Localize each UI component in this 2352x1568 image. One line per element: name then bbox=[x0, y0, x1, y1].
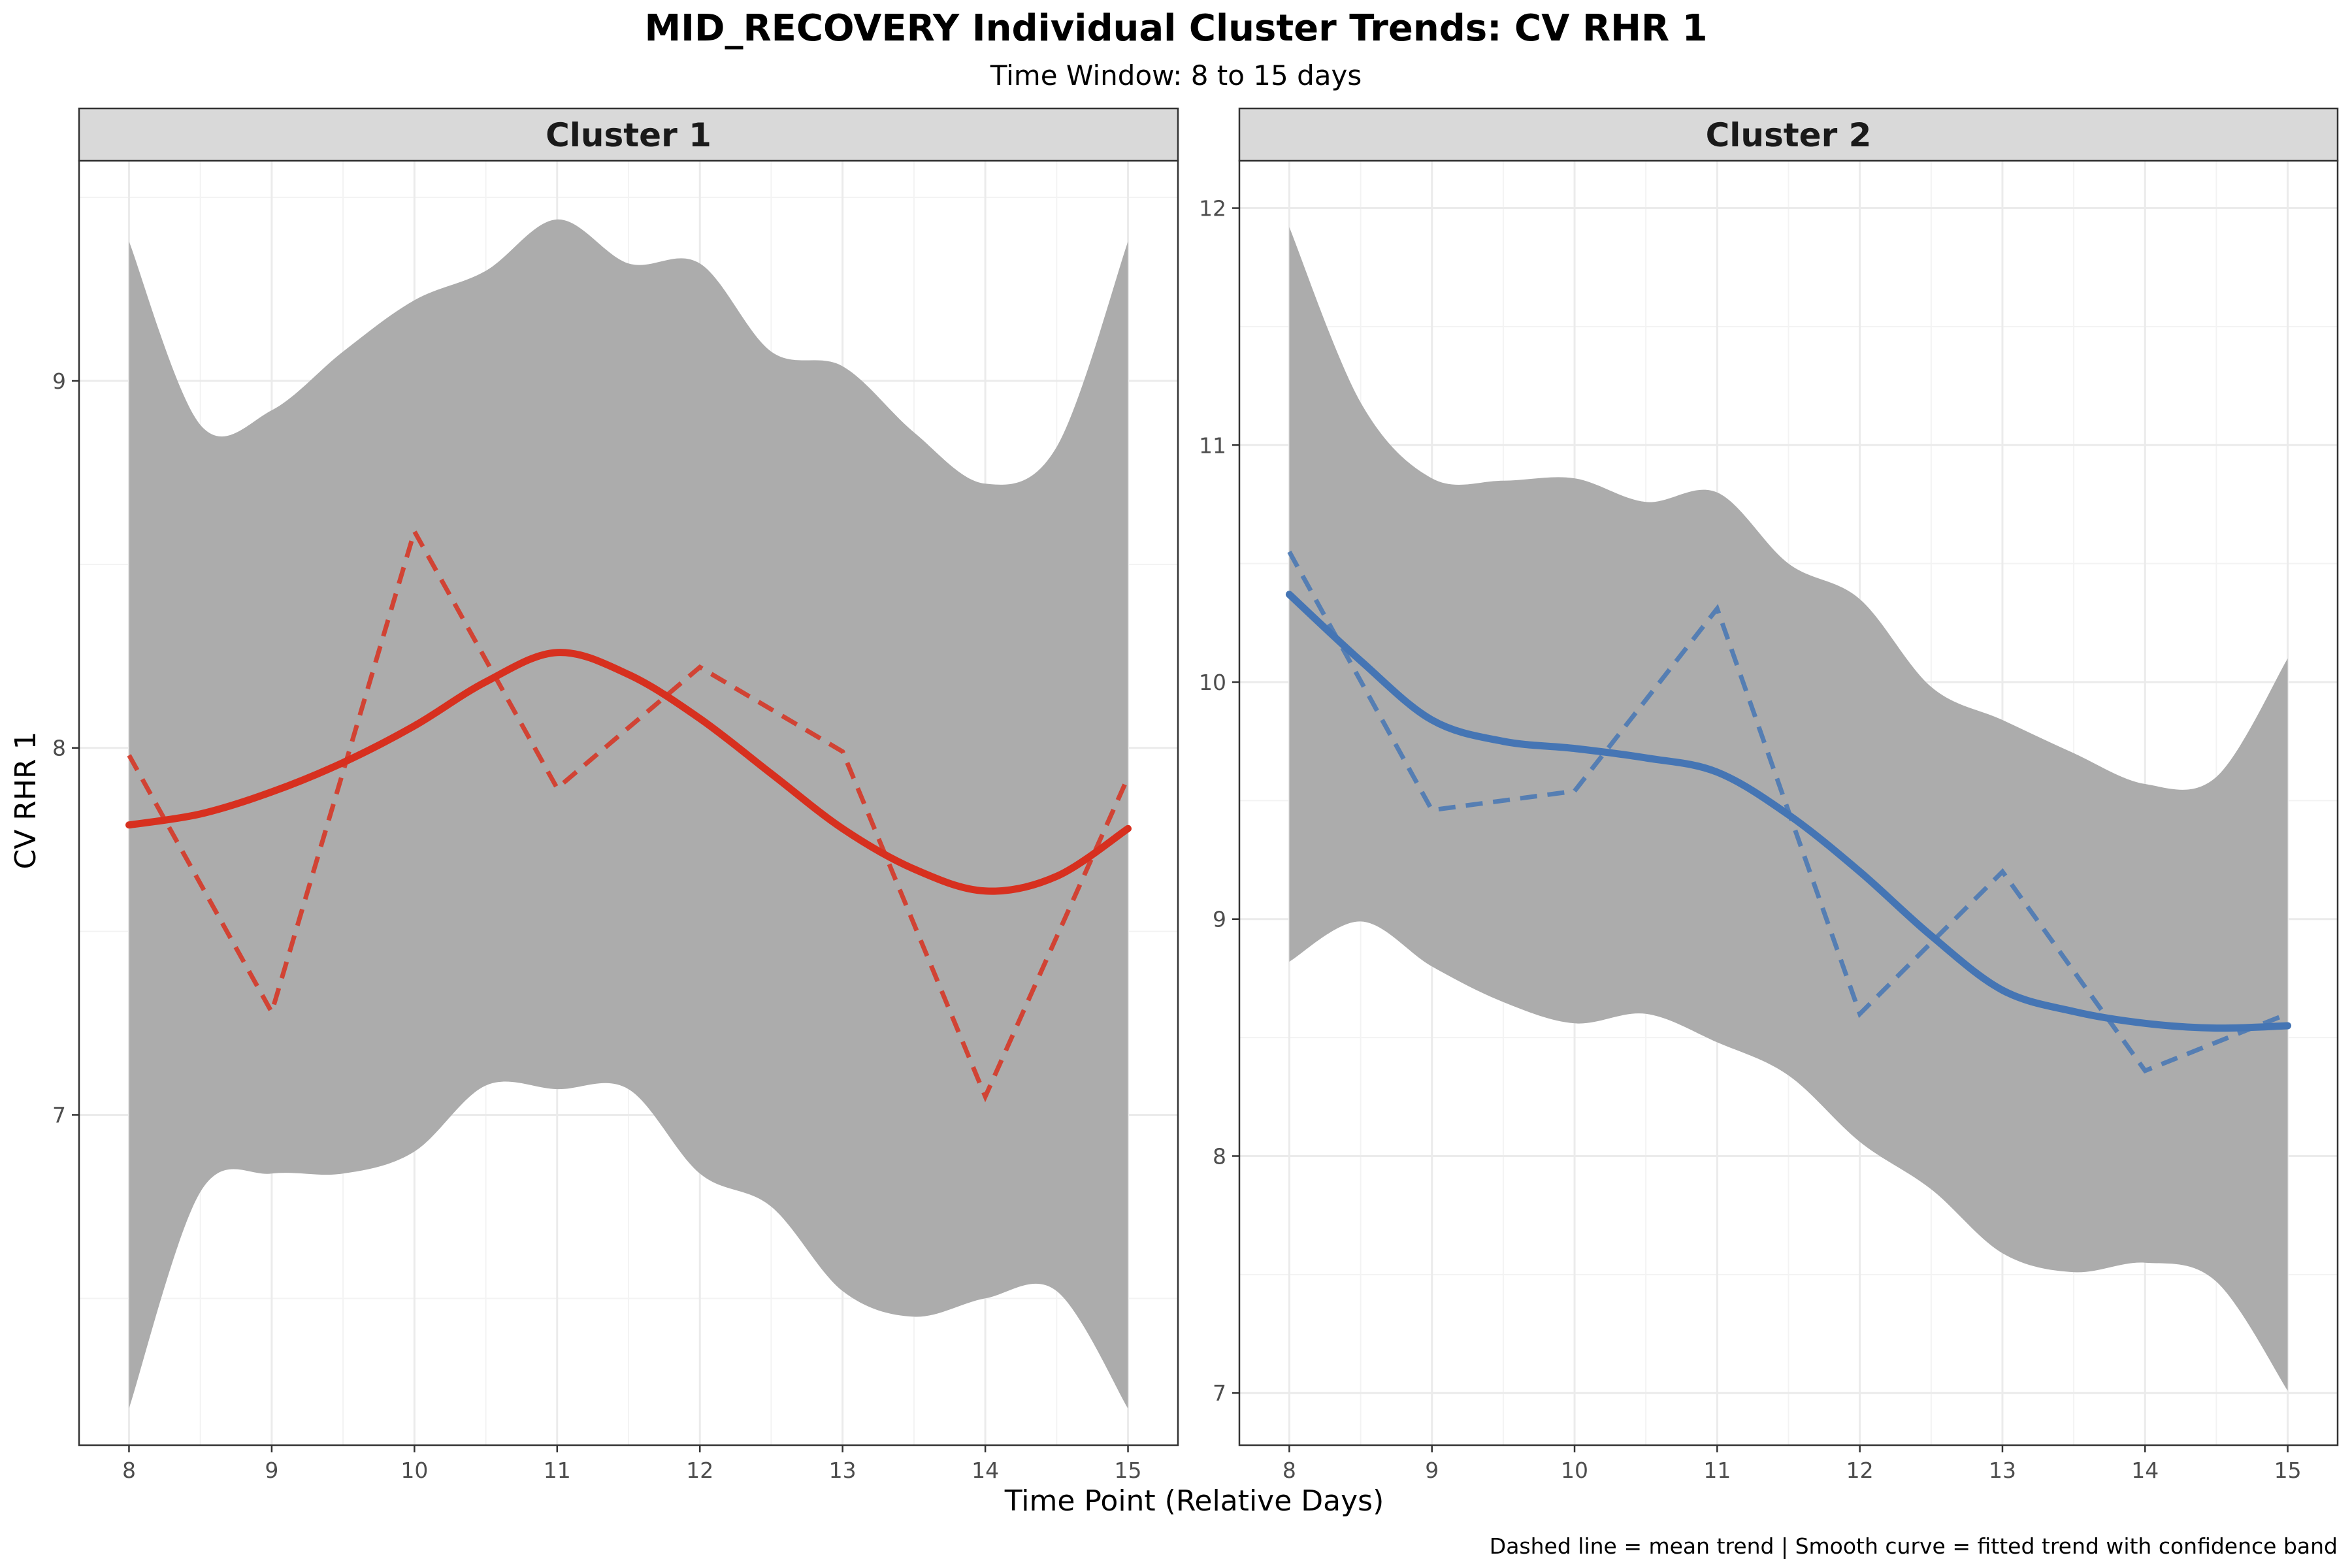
smooth-trend-line bbox=[1285, 591, 2292, 1032]
y-tick-label: 8 bbox=[1213, 1143, 1226, 1169]
panel-cluster-1: Cluster 1 8 9 10 11 12 13 14 15 7 8 9 bbox=[52, 107, 1179, 1483]
x-tick-label: 11 bbox=[544, 1458, 571, 1483]
facet-panels: Cluster 1 8 9 10 11 12 13 14 15 7 8 9 Cluster 2 8 9 10 1… bbox=[52, 107, 2339, 1483]
x-tick-label: 9 bbox=[265, 1458, 278, 1483]
y-tick-label: 9 bbox=[1213, 907, 1226, 932]
y-axis-title: CV RHR 1 bbox=[9, 731, 42, 869]
x-tick-label: 8 bbox=[1282, 1458, 1296, 1483]
facet-strip bbox=[78, 107, 1179, 162]
y-tick-label: 9 bbox=[52, 368, 66, 394]
mean-trend-line bbox=[127, 525, 1130, 1103]
y-tick-label: 7 bbox=[52, 1102, 66, 1128]
x-tick-label: 10 bbox=[400, 1458, 428, 1483]
confidence-band bbox=[129, 219, 1128, 1409]
y-tick-label: 11 bbox=[1199, 433, 1226, 458]
x-tick-label: 11 bbox=[1703, 1458, 1731, 1483]
x-tick-label: 13 bbox=[829, 1458, 857, 1483]
x-axis-title: Time Point (Relative Days) bbox=[1004, 1484, 1384, 1518]
y-tick-label: 8 bbox=[52, 736, 66, 761]
x-tick-label: 15 bbox=[1115, 1458, 1142, 1483]
x-tick-label: 12 bbox=[686, 1458, 713, 1483]
x-tick-label: 14 bbox=[2131, 1458, 2159, 1483]
y-tick-label: 10 bbox=[1199, 670, 1226, 695]
chart-caption: Dashed line = mean trend | Smooth curve … bbox=[1490, 1533, 2338, 1559]
x-tick-label: 8 bbox=[122, 1458, 136, 1483]
facet-strip-label: Cluster 2 bbox=[1706, 116, 1872, 154]
chart-subtitle: Time Window: 8 to 15 days bbox=[990, 59, 1362, 91]
x-tick-label: 12 bbox=[1846, 1458, 1874, 1483]
panel-cluster-2: Cluster 2 8 9 10 11 12 13 14 15 7 8 9 10 11 12 bbox=[1199, 107, 2339, 1483]
x-tick-label: 14 bbox=[972, 1458, 999, 1483]
y-tick-label: 12 bbox=[1199, 196, 1226, 221]
chart-title: MID_RECOVERY Individual Cluster Trends: … bbox=[644, 7, 1707, 50]
facet-strip bbox=[1238, 107, 2339, 162]
x-tick-label: 15 bbox=[2274, 1458, 2302, 1483]
x-tick-label: 10 bbox=[1561, 1458, 1588, 1483]
y-tick-label: 7 bbox=[1213, 1380, 1226, 1406]
smooth-trend-line bbox=[125, 649, 1132, 895]
x-tick-label: 13 bbox=[1989, 1458, 2016, 1483]
facet-strip-label: Cluster 1 bbox=[546, 116, 711, 154]
x-tick-label: 9 bbox=[1425, 1458, 1439, 1483]
